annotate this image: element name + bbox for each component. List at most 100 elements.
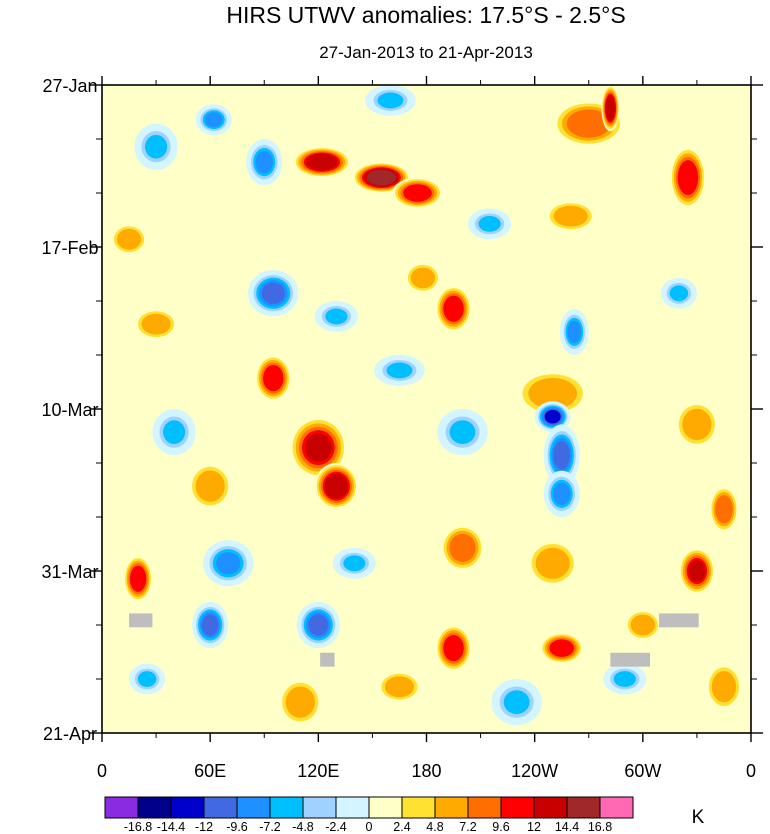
anomaly-contour [544, 409, 561, 424]
colorbar-swatch [335, 796, 370, 819]
anomaly-contour [144, 134, 168, 159]
colorbar-swatch [434, 796, 469, 819]
anomaly-feature [540, 632, 584, 664]
colorbar-level-label: 14.4 [555, 820, 579, 834]
x-tick-label: 120W [511, 761, 558, 781]
colorbar-level-label: 4.8 [426, 820, 443, 834]
colorbar-swatch [236, 796, 271, 819]
anomaly-feature [314, 301, 358, 332]
anomaly-contour [325, 308, 348, 325]
colorbar-level-label: -16.8 [124, 820, 153, 834]
x-tick-label: 60W [624, 761, 661, 781]
anomaly-contour [343, 555, 366, 572]
colorbar-swatch [599, 796, 634, 819]
anomaly-contour [265, 367, 282, 389]
anomaly-feature [660, 277, 697, 309]
anomaly-contour [567, 320, 582, 343]
x-tick-label: 0 [97, 761, 107, 781]
x-tick-label: 180 [411, 761, 441, 781]
colorbar-level-label: -7.2 [259, 820, 281, 834]
anomaly-feature [392, 177, 443, 209]
colorbar-level-label: -9.6 [226, 820, 248, 834]
anomaly-contour [534, 381, 572, 406]
anomaly-feature [255, 355, 292, 402]
anomaly-feature [435, 285, 472, 332]
chart-title: HIRS UTWV anomalies: 17.5°S - 2.5°S [226, 2, 625, 28]
anomaly-contour [377, 92, 404, 109]
missing-data-patch [610, 652, 651, 667]
anomaly-contour [386, 362, 413, 379]
colorbar-level-label: -12 [195, 820, 213, 834]
colorbar-level-label: 2.4 [393, 820, 410, 834]
anomaly-feature [134, 308, 178, 340]
colorbar-swatch [533, 796, 568, 819]
colorbar-level-label: 0 [366, 820, 373, 834]
anomaly-contour [571, 112, 607, 135]
anomaly-contour [445, 298, 462, 320]
anomaly-contour [539, 551, 566, 576]
anomaly-field [111, 85, 742, 726]
y-tick-label: 17-Feb [41, 238, 98, 258]
anomaly-contour [669, 285, 689, 302]
anomaly-feature [437, 409, 488, 456]
colorbar-level-label: 9.6 [492, 820, 509, 834]
colorbar-swatch [467, 796, 502, 819]
anomaly-feature [404, 262, 441, 294]
anomaly-feature [678, 547, 715, 595]
colorbar-level-label: 16.8 [588, 820, 612, 834]
anomaly-feature [314, 463, 358, 510]
colorbar-swatch [104, 796, 139, 819]
colorbar-level-label: -4.8 [292, 820, 314, 834]
anomaly-feature [152, 409, 196, 456]
anomaly-contour [413, 269, 433, 286]
anomaly-contour [137, 671, 157, 687]
colorbar-swatch [203, 796, 238, 819]
x-tick-label: 120E [297, 761, 339, 781]
anomaly-feature [296, 601, 340, 649]
x-tick-label: 60E [194, 761, 226, 781]
anomaly-feature [675, 401, 719, 448]
anomaly-contour [368, 170, 394, 185]
y-tick-label: 27-Jan [42, 76, 97, 96]
colorbar-swatch [170, 796, 205, 819]
anomaly-contour [144, 316, 168, 333]
anomaly-contour [131, 568, 145, 590]
x-axis: 0 60E 120E 180 120W 60W 0 [97, 76, 756, 781]
anomaly-feature [192, 601, 229, 649]
missing-data-patch [659, 613, 699, 628]
anomaly-contour [685, 412, 709, 437]
y-tick-label: 10-Mar [41, 400, 98, 420]
missing-data-layer [129, 613, 699, 667]
anomaly-feature [278, 679, 322, 726]
anomaly-feature [123, 555, 153, 602]
missing-data-patch [129, 613, 153, 628]
y-tick-label: 21-Apr [43, 724, 97, 744]
anomaly-contour [326, 475, 346, 497]
colorbar-swatch [566, 796, 601, 819]
anomaly-feature [543, 424, 580, 487]
anomaly-contour [679, 163, 697, 192]
anomaly-contour [205, 112, 223, 128]
anomaly-contour [405, 185, 430, 201]
anomaly-feature [332, 547, 377, 579]
anomaly-feature [705, 663, 742, 710]
colorbar-level-label: 12 [527, 820, 541, 834]
anomaly-feature [603, 663, 647, 695]
anomaly-feature [377, 671, 422, 703]
anomaly-feature [202, 540, 254, 587]
anomaly-feature [440, 524, 485, 571]
colorbar-level-label: -14.4 [157, 820, 186, 834]
anomaly-contour [305, 433, 332, 462]
anomaly-feature [467, 208, 512, 240]
anomaly-feature [111, 223, 148, 255]
anomaly-contour [553, 482, 571, 505]
colorbar-swatch [368, 796, 403, 819]
x-tick-label: 0 [746, 761, 756, 781]
anomaly-feature [293, 146, 351, 178]
anomaly-feature [246, 139, 283, 186]
anomaly-feature [559, 308, 589, 355]
y-tick-label: 31-Mar [41, 562, 98, 582]
colorbar-level-label: -2.4 [325, 820, 347, 834]
colorbar-swatch [137, 796, 172, 819]
colorbar-swatch [302, 796, 337, 819]
